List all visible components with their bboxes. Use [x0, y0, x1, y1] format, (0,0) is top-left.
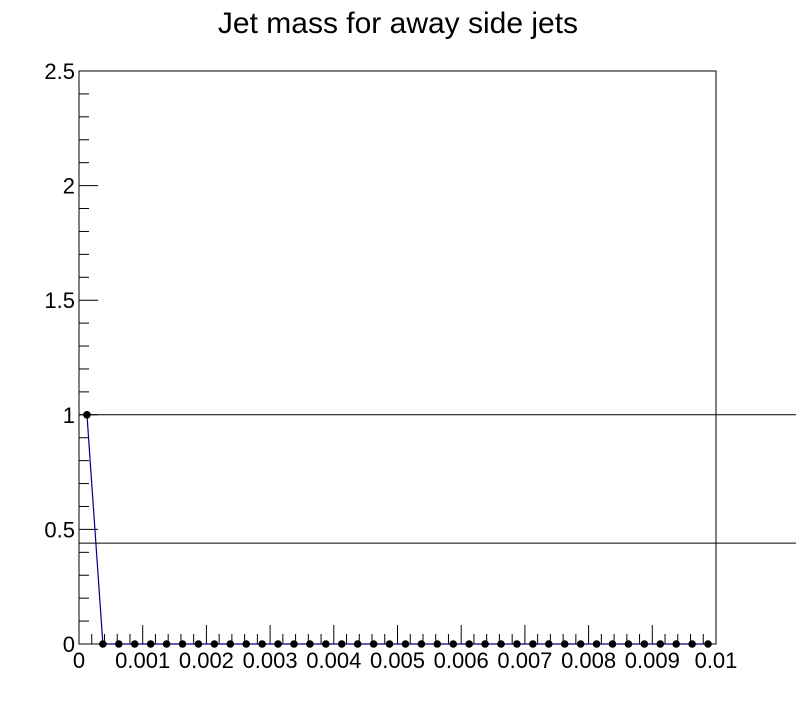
data-point [369, 640, 378, 648]
x-tick-label: 0.001 [115, 648, 170, 673]
data-point [178, 640, 187, 648]
data-point [210, 640, 219, 648]
data-point [306, 640, 314, 648]
data-point [624, 640, 633, 648]
x-tick-label: 0 [73, 648, 85, 673]
data-point [417, 640, 426, 648]
x-tick-label: 0.008 [561, 648, 616, 673]
data-point [130, 640, 139, 648]
data-point [640, 640, 649, 648]
data-point [465, 640, 473, 648]
x-tick-label: 0.005 [370, 648, 425, 673]
data-point [337, 640, 346, 648]
data-point [242, 640, 251, 648]
data-point [433, 640, 442, 648]
data-point [401, 640, 410, 648]
x-tick-label: 0.003 [243, 648, 298, 673]
chart-title: Jet mass for away side jets [218, 7, 578, 40]
data-point [258, 640, 266, 648]
series-line [86, 414, 709, 645]
data-point [544, 640, 553, 648]
y-tick-label: 1.5 [44, 288, 75, 313]
data-point [656, 640, 665, 648]
data-point [576, 640, 585, 648]
data-point [83, 411, 91, 419]
data-point [99, 640, 107, 648]
data-point [385, 640, 394, 648]
data-point [560, 640, 569, 648]
data-point [162, 640, 171, 648]
x-tick-label: 0.006 [434, 648, 489, 673]
data-point [322, 640, 330, 648]
data-point [481, 640, 489, 648]
data-point [449, 640, 458, 648]
x-tick-label: 0.004 [306, 648, 361, 673]
data-point [529, 640, 537, 648]
tick-labels: 0 0.5 1 1.5 2 2.5 0 0.001 0.002 0.003 0.004 0.005 0.… [44, 59, 737, 673]
x-tick-label: 0.002 [179, 648, 234, 673]
data-point [497, 640, 505, 648]
data-point [513, 640, 521, 648]
y-tick-label: 1 [63, 403, 75, 428]
data-point [704, 640, 712, 648]
x-tick-label: 0.007 [497, 648, 552, 673]
data-point [115, 640, 123, 648]
data-point [194, 640, 203, 648]
y-tick-label: 2.5 [44, 59, 75, 84]
y-tick-label: 2 [63, 174, 75, 199]
data-point [592, 640, 601, 648]
reference-lines [79, 414, 796, 544]
data-point [146, 640, 155, 648]
x-tick-label: 0.009 [625, 648, 680, 673]
data-point [608, 640, 617, 648]
data-point [672, 640, 680, 648]
data-point [688, 640, 696, 648]
data-point [290, 640, 298, 648]
data-point [353, 640, 362, 648]
data-point [226, 640, 235, 648]
x-tick-label: 0.01 [695, 648, 738, 673]
axis-ticks [78, 70, 717, 645]
data-series [83, 411, 712, 648]
y-tick-label: 0 [63, 632, 75, 657]
data-point [274, 640, 282, 648]
y-tick-label: 0.5 [44, 517, 75, 542]
